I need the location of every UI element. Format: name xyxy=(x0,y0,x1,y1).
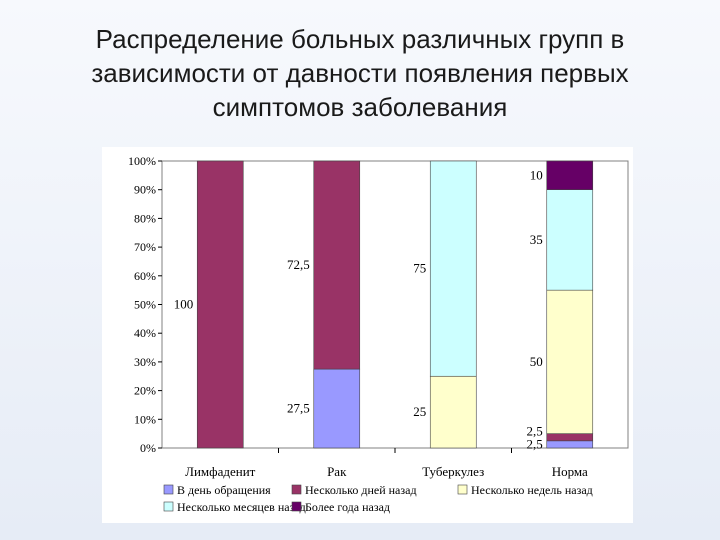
y-tick-label: 80% xyxy=(134,211,156,225)
y-tick-label: 100% xyxy=(128,154,156,168)
slide-title-line-1: Распределение больных различных групп в xyxy=(95,24,625,54)
slide-title: Распределение больных различных групп в … xyxy=(40,22,680,124)
data-label: 35 xyxy=(530,232,543,247)
data-label: 2,5 xyxy=(527,436,543,451)
data-label: 72,5 xyxy=(287,257,310,272)
data-label: 25 xyxy=(413,404,426,419)
x-tick-label: Лимфаденит xyxy=(185,464,255,479)
y-tick-label: 70% xyxy=(134,240,156,254)
data-label: 75 xyxy=(413,261,426,276)
legend-swatch xyxy=(163,501,174,512)
slide-title-line-3: симптомов заболевания xyxy=(212,92,508,122)
legend-label: Несколько дней назад xyxy=(305,483,417,497)
legend-label: Несколько недель назад xyxy=(471,483,593,497)
y-tick-label: 40% xyxy=(134,326,156,340)
bar-segment xyxy=(546,433,594,442)
chart-panel: 0% 10% 20% 30% 40% 50% 60% 70% 80% 90% 100% Лимфаде… xyxy=(102,147,633,523)
bar-segment xyxy=(546,440,594,449)
bar-segment xyxy=(429,160,477,377)
y-tick-label: 90% xyxy=(134,183,156,197)
data-label: 27,5 xyxy=(287,401,310,416)
bar-segment xyxy=(196,160,244,449)
legend-swatch xyxy=(291,501,302,512)
y-tick-label: 50% xyxy=(134,298,156,312)
legend-label: Несколько месяцев назад xyxy=(177,500,306,514)
legend-swatch xyxy=(457,484,468,495)
data-label: 100 xyxy=(174,297,194,312)
x-tick-label: Туберкулез xyxy=(422,464,484,479)
x-tick-label: Норма xyxy=(552,464,588,479)
bar-segment xyxy=(546,289,594,434)
data-label: 50 xyxy=(530,354,543,369)
slide-title-line-2: зависимости от давности появления первых xyxy=(91,58,629,88)
bar-segment xyxy=(546,189,594,291)
bar-segment xyxy=(313,160,361,370)
legend-label: В день обращения xyxy=(177,483,271,497)
y-tick-label: 10% xyxy=(134,412,156,426)
y-tick-label: 60% xyxy=(134,269,156,283)
data-label: 2,5 xyxy=(527,423,543,438)
bar-segment xyxy=(313,368,361,449)
legend-swatch xyxy=(291,484,302,495)
legend-swatch xyxy=(163,484,174,495)
data-label: 10 xyxy=(530,167,543,182)
bar-segment xyxy=(546,160,594,191)
y-tick-label: 20% xyxy=(134,384,156,398)
legend-label: Более года назад xyxy=(305,500,390,514)
y-tick-label: 30% xyxy=(134,355,156,369)
y-tick-label: 0% xyxy=(140,441,156,455)
bar-segment xyxy=(429,375,477,449)
stacked-bar-chart: 0% 10% 20% 30% 40% 50% 60% 70% 80% 90% 100% Лимфаде… xyxy=(128,154,629,514)
x-tick-label: Рак xyxy=(327,464,347,479)
